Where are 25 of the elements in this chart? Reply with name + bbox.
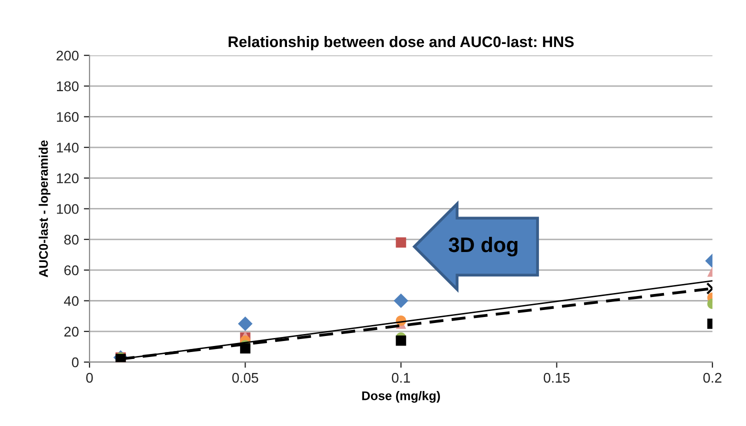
y-tick-label: 160 [56, 112, 79, 122]
y-tick-label: 20 [64, 326, 79, 337]
x-tick-label: 0.1 [392, 372, 410, 383]
point [238, 316, 253, 332]
y-tick-label: 60 [64, 265, 79, 276]
annotation: 3D dog [448, 236, 518, 256]
y-tick-label: 80 [64, 234, 79, 245]
y-tick-label: 180 [56, 81, 79, 92]
y-tick-label: 0 [72, 357, 79, 368]
y-tick-label: 40 [64, 296, 79, 306]
x-tick-label: 0.05 [232, 372, 258, 383]
point [240, 343, 250, 354]
point [396, 237, 406, 248]
point [396, 335, 406, 346]
chart-title: Relationship between dose and AUC0-last: HNS [228, 36, 574, 50]
y-tick-label: 120 [56, 173, 79, 184]
y-tick-label: 200 [56, 50, 79, 61]
y-axis-title: AUC0-last - loperamide [38, 140, 50, 278]
x-tick-label: 0 [86, 372, 93, 383]
y-tick-label: 140 [56, 142, 79, 153]
x-axis-title: Dose (mg/kg) [362, 391, 440, 403]
x-tick-label: 0.15 [544, 372, 570, 383]
y-tick-label: 100 [56, 204, 79, 214]
x-tick-label: 0.2 [703, 372, 722, 383]
point [394, 293, 408, 308]
